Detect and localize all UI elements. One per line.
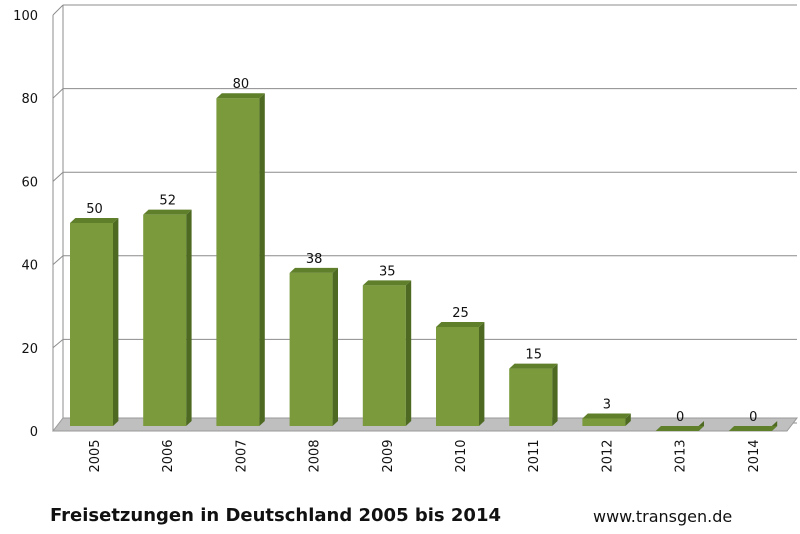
x-tick-label: 2006 — [161, 439, 176, 472]
y-tick-label: 0 — [30, 425, 38, 440]
bar-side — [405, 280, 412, 426]
gridline-connector — [52, 339, 64, 349]
bar — [70, 223, 113, 426]
y-tick-label: 40 — [21, 259, 38, 274]
x-tick-label: 2011 — [527, 439, 542, 472]
source-label: www.transgen.de — [593, 507, 733, 526]
data-label: 15 — [525, 348, 542, 363]
x-tick-label: 2010 — [454, 439, 469, 472]
data-label: 50 — [86, 202, 103, 217]
bar-top — [655, 426, 704, 431]
bar-top — [509, 363, 558, 369]
bar-top — [289, 267, 338, 273]
data-label: 52 — [159, 194, 176, 209]
bar-side — [186, 209, 192, 426]
y-tick-label: 20 — [21, 342, 38, 357]
gridline-connector — [52, 88, 64, 99]
y-tick-label: 60 — [21, 175, 38, 190]
bar — [509, 368, 553, 426]
x-tick-label: 2013 — [674, 439, 689, 472]
data-label: 25 — [452, 306, 469, 321]
data-label: 80 — [233, 77, 250, 92]
x-tick-label: 2007 — [234, 439, 249, 472]
bar-top — [70, 218, 119, 223]
bar — [143, 214, 187, 426]
bar-top — [582, 413, 631, 419]
x-tick-label: 2008 — [308, 439, 323, 472]
bar-top — [216, 93, 265, 99]
x-tick-label: 2012 — [600, 439, 615, 472]
bar-top — [143, 209, 192, 215]
data-label: 3 — [603, 398, 611, 413]
bar-top — [728, 426, 778, 431]
data-label: 38 — [306, 252, 323, 267]
chart-title: Freisetzungen in Deutschland 2005 bis 20… — [50, 505, 502, 526]
gridline-connector — [52, 255, 64, 265]
bar — [436, 327, 479, 426]
y-tick-label: 100 — [13, 9, 38, 24]
gridline-connector — [52, 171, 64, 182]
data-label: 0 — [676, 410, 684, 425]
data-label: 0 — [749, 410, 757, 425]
bar — [362, 285, 406, 426]
bar-side — [552, 363, 558, 426]
bar-side — [479, 322, 485, 426]
x-tick-label: 2014 — [747, 439, 762, 472]
bar-side — [113, 218, 119, 426]
bar-top — [436, 322, 485, 327]
bar — [289, 272, 333, 426]
x-tick-label: 2009 — [381, 439, 396, 472]
bar — [582, 418, 626, 426]
bar — [216, 98, 260, 426]
gridline-connector — [52, 4, 64, 16]
x-tick-label: 2005 — [88, 439, 103, 472]
data-label: 35 — [379, 264, 396, 279]
bar-top — [362, 280, 412, 286]
y-tick-label: 80 — [21, 92, 38, 107]
bar-side — [625, 413, 631, 426]
bar-side — [259, 93, 265, 426]
bar-side — [332, 267, 338, 426]
